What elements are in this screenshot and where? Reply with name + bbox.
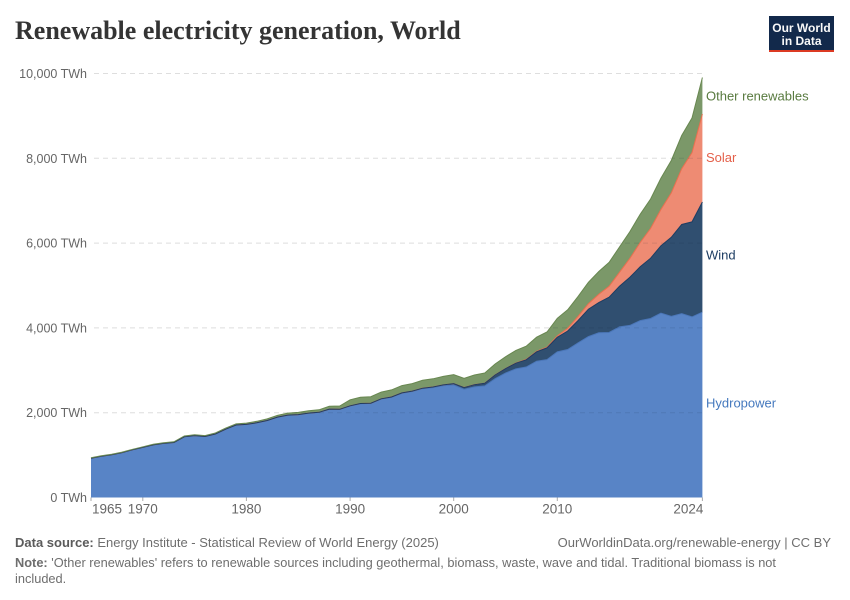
svg-text:Wind: Wind xyxy=(706,248,736,263)
svg-text:0 TWh: 0 TWh xyxy=(50,491,87,505)
svg-text:Hydropower: Hydropower xyxy=(706,396,777,411)
svg-text:1980: 1980 xyxy=(231,502,261,517)
svg-text:2024: 2024 xyxy=(673,502,704,517)
svg-text:1965: 1965 xyxy=(92,502,122,517)
svg-text:2000: 2000 xyxy=(439,502,469,517)
svg-text:2,000 TWh: 2,000 TWh xyxy=(26,406,87,420)
svg-text:1990: 1990 xyxy=(335,502,365,517)
svg-text:1970: 1970 xyxy=(128,502,158,517)
svg-text:8,000 TWh: 8,000 TWh xyxy=(26,152,87,166)
svg-text:2010: 2010 xyxy=(542,502,572,517)
svg-text:4,000 TWh: 4,000 TWh xyxy=(26,321,87,335)
svg-text:6,000 TWh: 6,000 TWh xyxy=(26,237,87,251)
svg-text:Other renewables: Other renewables xyxy=(706,89,809,104)
svg-text:10,000 TWh: 10,000 TWh xyxy=(19,67,87,81)
svg-text:Solar: Solar xyxy=(706,150,737,165)
